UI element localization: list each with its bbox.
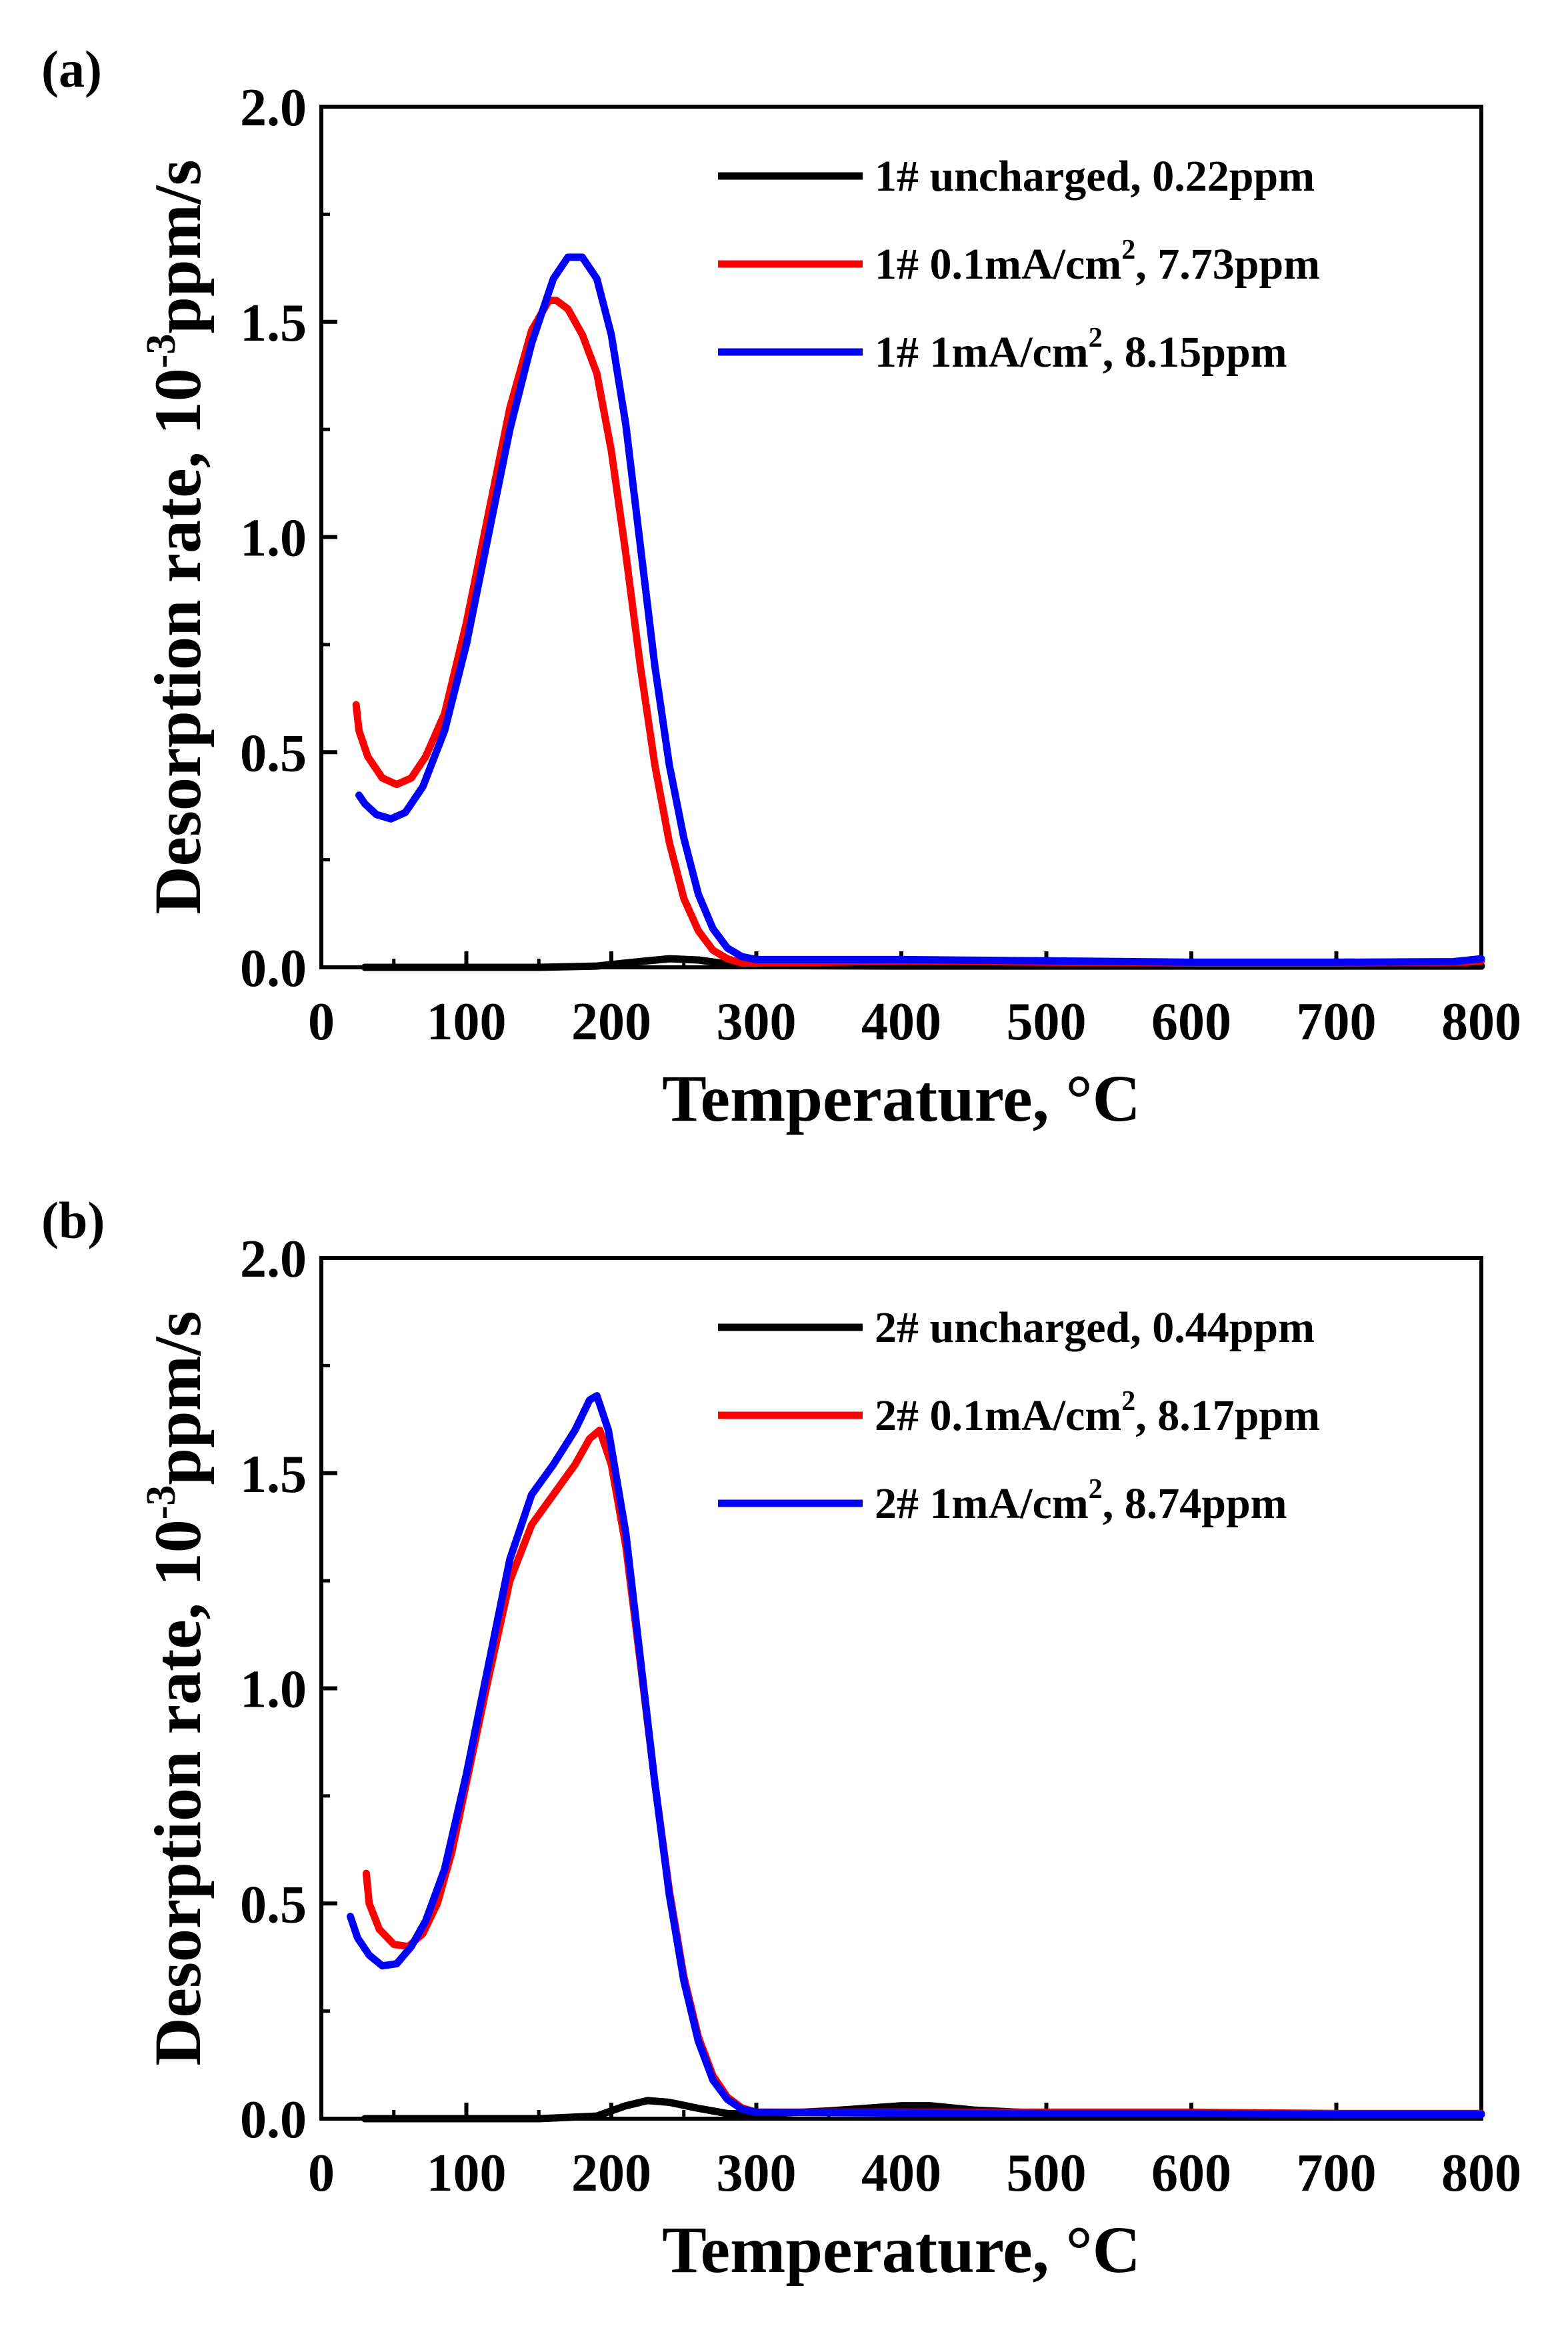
legend-label-2: 1# 1mA/cm2, 8.15ppm	[875, 323, 1287, 377]
y-tick-label: 1.5	[240, 1445, 307, 1504]
y-tick-label: 1.0	[240, 509, 307, 568]
y-axis-title-unit: ppm/s	[141, 159, 215, 333]
panel-label: (a)	[41, 40, 102, 98]
y-tick-label: 0.5	[240, 1875, 307, 1934]
x-tick-label: 800	[1441, 2144, 1521, 2203]
legend-label-tail: , 8.15ppm	[1103, 328, 1287, 377]
y-axis-title-main: Desorption rate, 10	[141, 368, 215, 914]
x-tick-label: 500	[1007, 993, 1087, 1051]
x-tick-label: 200	[571, 2144, 651, 2203]
legend-label-sup: 2	[1121, 1386, 1135, 1417]
chart-panel-a: 0 100 200 300 400 500 600 700 800 0.0 0.5 1.0 1.5 2.0…	[41, 40, 1521, 1135]
y-tick-label: 0.0	[240, 939, 307, 998]
plot-frame	[319, 105, 1483, 969]
legend-label-sup: 2	[1089, 323, 1103, 353]
legend-label-tail: , 7.73ppm	[1135, 240, 1320, 289]
series-line-2	[355, 253, 1485, 966]
x-tick-label: 700	[1297, 993, 1377, 1051]
legend-label-0: 2# uncharged, 0.44ppm	[875, 1303, 1315, 1352]
x-tick-label: 300	[717, 2144, 797, 2203]
series-line-1	[362, 1426, 1485, 2117]
legend-label-main: 1# 1mA/cm	[875, 328, 1089, 377]
x-tick-label: 600	[1151, 993, 1231, 1051]
x-tick-label: 0	[308, 2144, 335, 2203]
y-axis-title-unit: ppm/s	[141, 1311, 215, 1485]
x-axis-title: Temperature, °C	[662, 2213, 1141, 2287]
legend-label-main: 2# uncharged, 0.44ppm	[875, 1303, 1315, 1352]
y-tick-label: 0.5	[240, 724, 307, 783]
series-line-1	[352, 297, 1485, 967]
y-tick-label: 1.5	[240, 294, 307, 353]
x-axis-title: Temperature, °C	[662, 1061, 1141, 1135]
legend-label-1: 1# 0.1mA/cm2, 7.73ppm	[875, 235, 1320, 289]
y-tick-label: 2.0	[240, 79, 307, 137]
legend-label-main: 1# uncharged, 0.22ppm	[875, 152, 1315, 201]
series-line-0	[361, 955, 1485, 971]
legend-label-main: 2# 1mA/cm	[875, 1479, 1089, 1528]
y-axis-title-main: Desorption rate, 10	[141, 1519, 215, 2065]
x-tick-label: 400	[861, 2144, 941, 2203]
x-tick-label: 100	[427, 993, 507, 1051]
x-tick-label: 0	[308, 993, 335, 1051]
y-tick-label: 1.0	[240, 1661, 307, 1719]
legend-label-tail: , 8.17ppm	[1135, 1391, 1320, 1440]
legend-label-1: 2# 0.1mA/cm2, 8.17ppm	[875, 1386, 1320, 1440]
x-tick-label: 700	[1297, 2144, 1377, 2203]
y-axis-title-exponent: -3	[139, 1485, 184, 1520]
x-tick-label: 600	[1151, 2144, 1231, 2203]
legend-label-sup: 2	[1089, 1474, 1103, 1505]
x-tick-label: 300	[717, 993, 797, 1051]
y-axis-title-exponent: -3	[139, 334, 184, 369]
legend-label-tail: , 8.74ppm	[1103, 1479, 1287, 1528]
x-tick-label: 200	[571, 993, 651, 1051]
x-tick-label: 500	[1007, 2144, 1087, 2203]
y-axis-title: Desorption rate, 10-3ppm/s	[139, 1311, 215, 2065]
y-axis-title: Desorption rate, 10-3ppm/s	[139, 159, 215, 914]
legend-label-0: 1# uncharged, 0.22ppm	[875, 152, 1315, 201]
x-tick-label: 800	[1441, 993, 1521, 1051]
y-tick-label: 2.0	[240, 1230, 307, 1289]
legend-label-2: 2# 1mA/cm2, 8.74ppm	[875, 1474, 1287, 1528]
series-line-2	[347, 1392, 1485, 2118]
chart-panel-b: 0 100 200 300 400 500 600 700 800 0.0 0.5 1.0 1.5 2.0…	[41, 1191, 1521, 2287]
x-tick-label: 100	[427, 2144, 507, 2203]
plot-frame	[319, 1256, 1483, 2121]
legend-label-main: 2# 0.1mA/cm	[875, 1391, 1121, 1440]
x-tick-label: 400	[861, 993, 941, 1051]
y-tick-label: 0.0	[240, 2091, 307, 2149]
panel-label: (b)	[41, 1191, 105, 1249]
legend-label-main: 1# 0.1mA/cm	[875, 240, 1121, 289]
legend-label-sup: 2	[1121, 235, 1135, 265]
